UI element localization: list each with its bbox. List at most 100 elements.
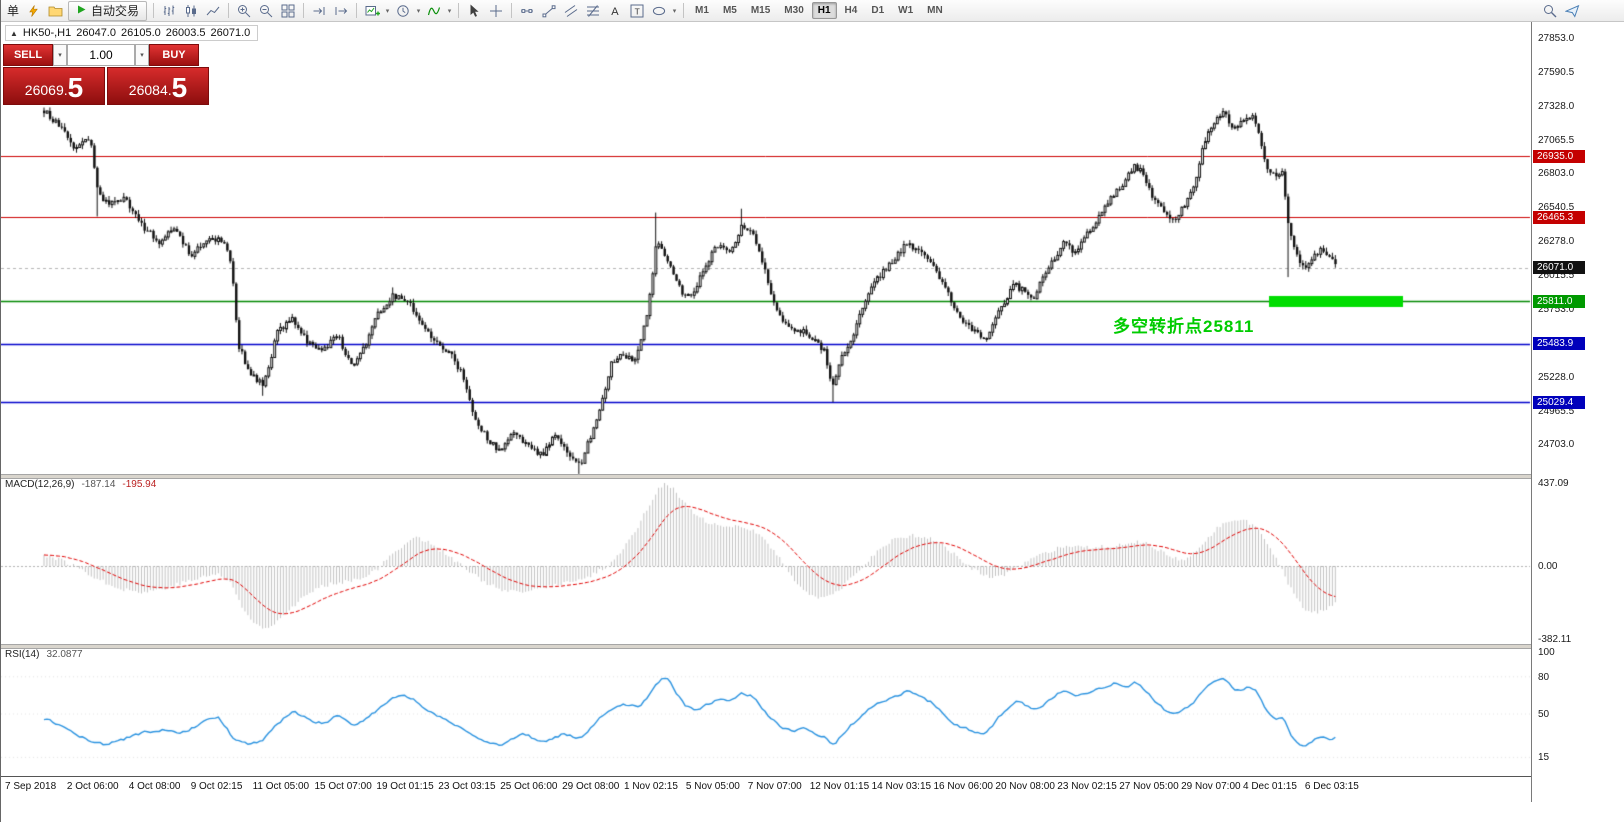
- volume-input[interactable]: [67, 44, 135, 66]
- cursor-icon[interactable]: [464, 2, 484, 20]
- toolbar-separator: [303, 3, 305, 18]
- rsi-scale-label: 15: [1538, 752, 1550, 764]
- timeframe-d1[interactable]: D1: [871, 5, 885, 16]
- low-value: 26003.5: [165, 27, 206, 39]
- periods-icon-dropdown[interactable]: ▾: [416, 7, 421, 15]
- timeframe-m15[interactable]: M15: [750, 5, 771, 16]
- price-scale-label: 27853.0: [1538, 33, 1575, 44]
- macd-scale-label: 437.09: [1538, 477, 1569, 489]
- time-axis[interactable]: 7 Sep 2018 2 Oct 06:00 4 Oct 08:00 9 Oct 02…: [1, 776, 1531, 803]
- price-axis[interactable]: 27853.0 27590.5 27328.0 27065.5 26803.0 26540…: [1531, 22, 1624, 802]
- crosshair-icon[interactable]: [486, 2, 506, 20]
- hline-tool-icon[interactable]: [517, 2, 537, 20]
- timeframe-h4[interactable]: H4: [844, 5, 858, 16]
- new-chart-icon[interactable]: [362, 2, 382, 20]
- auto-trading-button[interactable]: 自动交易: [68, 0, 148, 21]
- price-scale-label: 24965.5: [1538, 405, 1575, 417]
- indicators-icon-dropdown[interactable]: ▾: [447, 7, 452, 15]
- new-order-icon[interactable]: [23, 2, 43, 20]
- time-scale-label: 4 Dec 01:15: [1243, 781, 1297, 792]
- time-scale-label: 20 Nov 08:00: [995, 781, 1055, 792]
- buy-button[interactable]: BUY: [149, 44, 199, 66]
- price-scale-label: 26015.5: [1538, 270, 1575, 282]
- time-scale-label: 23 Nov 02:15: [1057, 781, 1117, 792]
- new-chart-icon-dropdown[interactable]: ▾: [385, 7, 390, 15]
- chart-window-icon[interactable]: [45, 2, 65, 20]
- price-scale-label: 27065.5: [1538, 134, 1575, 146]
- candlestick-type-icon[interactable]: [181, 2, 201, 20]
- price-scale-label: 24703.0: [1538, 439, 1575, 451]
- time-scale-label: 25 Oct 06:00: [500, 781, 558, 792]
- trendline-tool-icon[interactable]: [539, 2, 559, 20]
- timeframe-h1[interactable]: H1: [811, 2, 837, 19]
- time-scale-label: 23 Oct 03:15: [438, 781, 496, 792]
- search-icon[interactable]: [1540, 2, 1560, 20]
- menu-fragment: 单: [7, 4, 20, 18]
- time-scale-label: 16 Nov 06:00: [933, 781, 994, 792]
- community-icon[interactable]: [1562, 2, 1582, 20]
- text-tool-icon[interactable]: A: [605, 2, 625, 20]
- time-scale-label: 1 Nov 02:15: [624, 781, 678, 792]
- price-scale-label: 26540.5: [1538, 202, 1575, 214]
- indicators-icon[interactable]: [424, 2, 444, 20]
- time-scale-label: 29 Oct 08:00: [562, 781, 620, 792]
- timeframe-mn[interactable]: MN: [927, 5, 943, 16]
- price-scale-label: 25753.0: [1538, 303, 1575, 315]
- tile-windows-icon[interactable]: [278, 2, 298, 20]
- panel-splitter-rsi[interactable]: [1, 644, 1531, 649]
- macd-signal-value: -195.94: [122, 479, 157, 490]
- toolbar-separator: [683, 3, 685, 18]
- buy-price-big-digit: 5: [171, 72, 188, 103]
- zoom-in-icon[interactable]: [234, 2, 254, 20]
- toolbar-separator: [356, 3, 358, 18]
- chart-shift-icon[interactable]: [331, 2, 351, 20]
- sell-button[interactable]: SELL: [3, 44, 53, 66]
- panel-splitter-macd[interactable]: [1, 474, 1531, 479]
- toolbar-separator: [511, 3, 513, 18]
- svg-text:A: A: [611, 6, 619, 18]
- auto-scroll-icon[interactable]: [309, 2, 329, 20]
- price-tag: 26071.0: [1533, 261, 1585, 275]
- rsi-value: 32.0877: [46, 649, 83, 660]
- open-value: 26047.0: [76, 27, 116, 39]
- price-scale-label: 25228.0: [1538, 371, 1575, 383]
- macd-scale-label: 0.00: [1538, 561, 1558, 572]
- timeframe-w1[interactable]: W1: [898, 5, 914, 16]
- buy-price-button[interactable]: 26084. 5: [107, 67, 209, 105]
- price-tag: 25483.9: [1533, 337, 1585, 351]
- shapes-tool-icon[interactable]: [649, 2, 669, 20]
- price-tag: 26465.3: [1533, 210, 1585, 224]
- rsi-indicator-label: RSI(14) 32.0877: [5, 649, 83, 660]
- sell-price-button[interactable]: 26069. 5: [3, 67, 105, 105]
- collapse-one-click-icon[interactable]: ▲: [10, 28, 18, 38]
- auto-trading-label: 自动交易: [91, 4, 140, 18]
- main-toolbar: 单 自动交易 ▾ ▾ ▾ A T ▾ M1 M5 M15 M30 H1 H4 D1 W1 MN: [1, 0, 1624, 22]
- sell-options-dropdown[interactable]: ▾: [53, 44, 67, 66]
- shapes-tool-icon-dropdown[interactable]: ▾: [672, 7, 677, 15]
- label-tool-icon[interactable]: T: [627, 2, 647, 20]
- time-scale-label: 2 Oct 06:00: [66, 781, 119, 792]
- volume-stepper[interactable]: ▾: [135, 44, 149, 66]
- price-tag: 26935.0: [1533, 149, 1585, 163]
- timeframe-m30[interactable]: M30: [784, 5, 804, 16]
- pivot-annotation-text: 多空转折点25811: [1113, 317, 1255, 336]
- channel-tool-icon[interactable]: [561, 2, 581, 20]
- macd-indicator-label: MACD(12,26,9) -187.14 -195.94: [5, 479, 156, 490]
- time-scale-label: 5 Nov 05:00: [685, 781, 740, 792]
- rsi-scale-label: 80: [1538, 671, 1550, 683]
- macd-scale-label: -382.11: [1538, 633, 1572, 645]
- price-scale-label: 26278.0: [1538, 236, 1575, 248]
- fibonacci-tool-icon[interactable]: [583, 2, 603, 20]
- symbol-period-label: HK50-,H1: [22, 27, 72, 39]
- bar-chart-type-icon[interactable]: [159, 2, 179, 20]
- periods-icon[interactable]: [393, 2, 413, 20]
- time-scale-label: 19 Oct 01:15: [376, 781, 434, 792]
- line-chart-type-icon[interactable]: [203, 2, 223, 20]
- time-scale-label: 6 Dec 03:15: [1304, 781, 1359, 792]
- time-scale-label: 29 Nov 07:00: [1181, 781, 1241, 792]
- timeframe-m1[interactable]: M1: [695, 5, 709, 16]
- zoom-out-icon[interactable]: [256, 2, 276, 20]
- timeframe-m5[interactable]: M5: [722, 5, 737, 16]
